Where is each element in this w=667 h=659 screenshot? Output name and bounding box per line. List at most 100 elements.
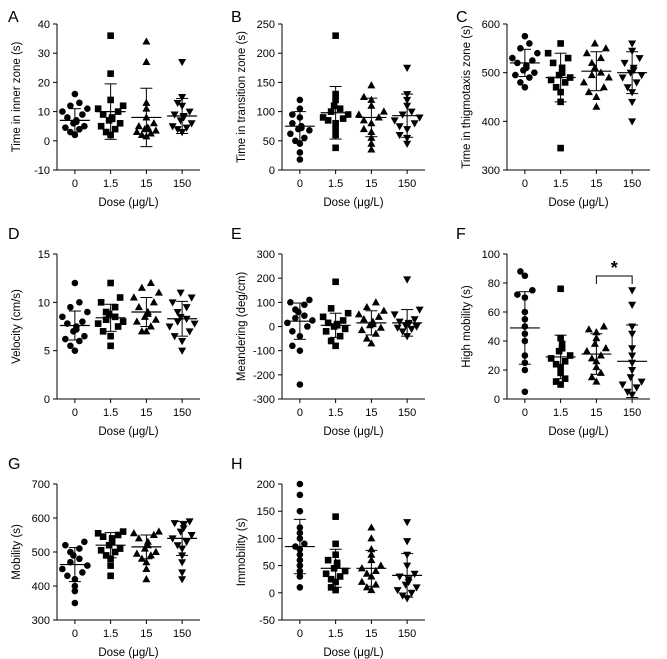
- data-point: [176, 289, 185, 297]
- series-15: [581, 322, 612, 385]
- y-tick-label: 50: [263, 561, 275, 573]
- x-axis-label: Dose (μg/L): [323, 647, 383, 659]
- data-point: [547, 355, 555, 362]
- data-point: [173, 309, 182, 317]
- data-point: [584, 87, 593, 96]
- y-tick-label: 250: [257, 19, 275, 31]
- y-tick-label: 40: [488, 336, 500, 348]
- data-point: [367, 523, 376, 531]
- x-tick-label: 15: [140, 628, 152, 640]
- data-point: [599, 83, 608, 91]
- y-axis-label: Time in inner zone (s): [11, 41, 23, 152]
- data-point: [336, 105, 344, 112]
- data-point: [544, 49, 552, 57]
- data-point: [582, 49, 591, 57]
- data-point: [284, 319, 291, 327]
- data-point: [119, 318, 127, 325]
- data-point: [632, 384, 641, 392]
- data-point: [306, 296, 313, 304]
- data-point: [330, 102, 338, 110]
- data-point: [390, 117, 399, 125]
- data-point: [107, 32, 114, 39]
- data-point: [371, 566, 380, 575]
- data-point: [403, 519, 412, 527]
- data-point: [108, 538, 116, 546]
- data-point: [99, 533, 107, 540]
- data-point: [379, 306, 388, 314]
- data-point: [94, 320, 102, 327]
- y-tick-label: 500: [482, 68, 500, 80]
- data-point: [97, 122, 105, 130]
- data-point: [84, 562, 91, 569]
- data-point: [354, 310, 363, 318]
- data-point: [151, 315, 160, 323]
- data-point: [618, 74, 627, 82]
- data-point: [102, 552, 110, 559]
- x-tick-label: 150: [398, 407, 416, 419]
- data-point: [601, 44, 610, 52]
- series-150: [390, 276, 424, 341]
- data-point: [410, 316, 419, 324]
- data-point: [107, 332, 114, 340]
- data-point: [59, 108, 66, 115]
- panel-G: G 300 400 500 600 700 0 1.5 15 150 Dose (μg/L) Mobi…: [8, 456, 200, 659]
- data-point: [596, 351, 605, 359]
- data-point: [395, 318, 404, 326]
- data-point: [165, 323, 174, 331]
- data-point: [587, 58, 596, 66]
- data-point: [62, 335, 69, 343]
- y-tick-label: -300: [253, 394, 275, 406]
- x-tick-label: 0: [72, 178, 78, 190]
- y-tick-label: 0: [44, 136, 50, 148]
- y-axis-label: Time in thigmotaxis zone (s): [461, 25, 473, 169]
- panel-H: H -50 0 50 100 150 200 0 1.5 15 150 Dose (μg/L) Immo…: [231, 456, 425, 659]
- data-point: [132, 549, 141, 557]
- x-tick-label: 15: [590, 178, 602, 190]
- series-1.5: [94, 32, 127, 140]
- y-axis-label: Velocity (cm/s): [11, 289, 23, 364]
- data-point: [374, 113, 383, 121]
- y-tick-label: -100: [253, 346, 275, 358]
- data-point: [371, 298, 380, 306]
- data-point: [552, 83, 560, 91]
- x-tick-label: 1.5: [328, 628, 343, 640]
- data-point: [623, 84, 632, 92]
- data-point: [395, 123, 404, 131]
- data-point: [142, 37, 151, 45]
- data-point: [514, 291, 521, 298]
- series-15: [354, 81, 388, 153]
- data-point: [71, 582, 79, 590]
- x-tick-label: 0: [72, 628, 78, 640]
- series-150: [617, 40, 648, 126]
- data-point: [590, 39, 599, 47]
- x-tick-label: 1.5: [328, 178, 343, 190]
- series-0: [509, 32, 541, 91]
- y-axis-label: Time in transition zone (s): [236, 31, 248, 163]
- panel-letter: A: [8, 9, 19, 26]
- data-point: [134, 302, 143, 311]
- data-point: [324, 319, 332, 327]
- y-tick-label: 100: [257, 297, 275, 309]
- series-15: [579, 39, 613, 110]
- x-tick-label: 1.5: [103, 178, 118, 190]
- data-point: [97, 547, 105, 554]
- x-tick-label: 0: [297, 407, 303, 419]
- data-point: [332, 513, 339, 520]
- x-tick-label: 15: [365, 178, 377, 190]
- data-point: [149, 530, 158, 538]
- data-point: [178, 569, 187, 577]
- data-point: [132, 127, 141, 136]
- series-1.5: [545, 285, 576, 388]
- data-point: [79, 111, 86, 118]
- y-tick-label: 0: [494, 394, 500, 406]
- data-point: [129, 529, 138, 537]
- data-point: [149, 119, 158, 127]
- data-point: [79, 318, 86, 325]
- data-point: [114, 531, 122, 539]
- x-tick-label: 0: [522, 178, 528, 190]
- data-point: [94, 105, 102, 112]
- data-point: [517, 79, 524, 86]
- data-point: [289, 119, 296, 127]
- data-point: [296, 507, 304, 515]
- data-point: [632, 79, 641, 87]
